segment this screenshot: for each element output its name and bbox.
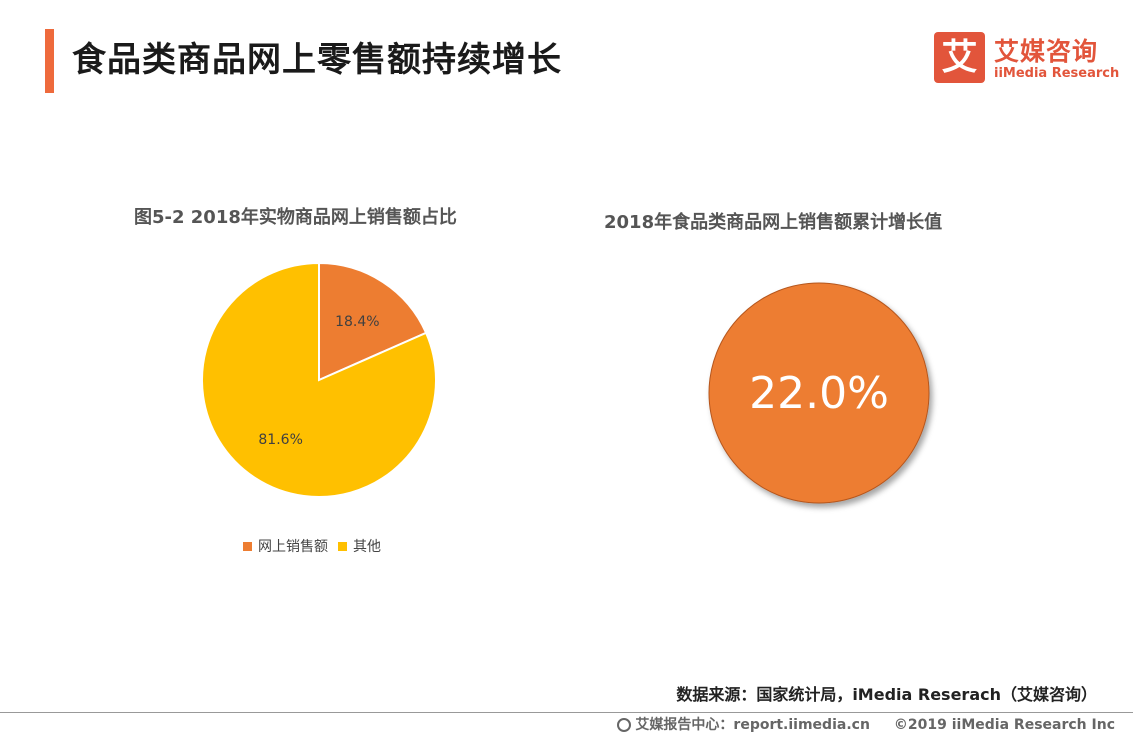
pie-data-label-other: 81.6% [258,432,302,448]
growth-value-label: 22.0% [749,368,889,419]
growth-circle [708,282,930,504]
legend-label-other: 其他 [353,539,381,555]
page-title: 食品类商品网上零售额持续增长 [72,40,562,80]
data-source-note: 数据来源：国家统计局，iMedia Reserach（艾媒咨询） [676,685,1097,704]
footer-divider [0,712,1133,713]
growth-pie-chart: 22.0% [708,282,930,504]
left-chart-title: 图5-2 2018年实物商品网上销售额占比 [134,207,457,228]
legend-swatch-online [243,541,252,551]
right-chart-title: 2018年食品类商品网上销售额累计增长值 [604,212,943,233]
legend-item-online: 网上销售额 [243,536,328,556]
footer-copyright: ©2019 iiMedia Research Inc [893,717,1115,733]
pie-slice-other [201,261,437,498]
title-accent-bar [45,29,54,93]
footer-report-center: 艾媒报告中心：report.iimedia.cn [635,717,870,733]
logo-chinese-name: 艾媒咨询 [994,37,1099,66]
pie-legend: 网上销售额 其他 [243,536,381,556]
logo-mark-icon: 艾 [934,32,985,83]
share-pie-chart: 18.4% 81.6% [201,261,437,498]
legend-item-other: 其他 [338,536,381,556]
pie-slice-online [318,261,428,382]
footer: 艾媒报告中心：report.iimedia.cn ©2019 iiMedia Re… [617,714,1115,734]
globe-icon [617,718,632,732]
pie-data-label-online: 18.4% [335,314,379,330]
logo-english-name: iiMedia Research [994,66,1120,81]
brand-logo: 艾 艾媒咨询 iiMedia Research [934,32,1119,84]
legend-swatch-other [338,541,347,551]
legend-label-online: 网上销售额 [258,539,328,555]
